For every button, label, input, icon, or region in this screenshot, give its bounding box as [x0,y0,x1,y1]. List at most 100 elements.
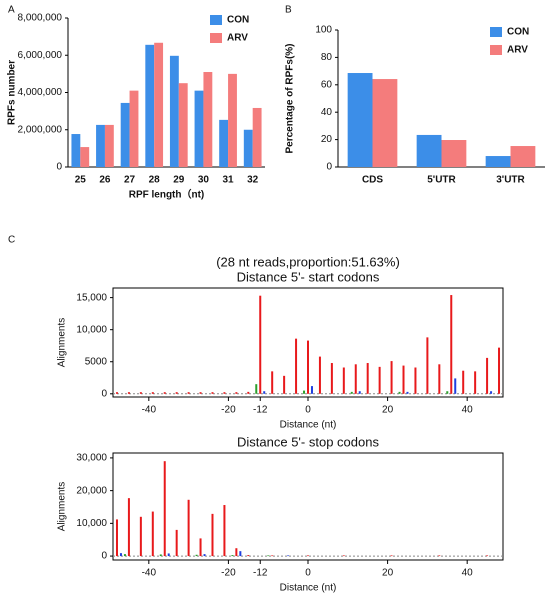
bar [228,73,237,167]
y-tick-label: 10,000 [76,518,107,529]
bar [231,555,234,557]
bar [235,548,238,557]
bar [267,555,270,557]
chart-title: Distance 5'- stop codons [237,434,379,449]
legend-swatch [210,33,222,43]
y-tick-label: 30,000 [76,453,107,464]
panel-label: B [285,5,292,16]
bar [378,366,381,394]
legend-label: ARV [227,33,248,44]
x-tick-label: 40 [462,405,474,416]
bar [358,391,361,394]
bar [123,554,126,557]
x-tick-label: -40 [142,568,157,579]
y-axis-label: Percentage of RPFs(%) [285,43,296,153]
x-tick-label: -12 [253,405,268,416]
bar [438,555,441,557]
bar [303,390,306,394]
bar [151,392,154,394]
y-tick-label: 2,000,000 [18,124,63,135]
x-tick-label: 5'UTR [427,175,456,186]
x-tick-label: -20 [221,405,236,416]
bar [287,555,290,557]
bar [139,516,142,557]
x-tick-label: 25 [75,175,87,186]
bar [498,347,501,394]
bar [159,554,162,557]
bar [145,44,155,167]
bar [199,538,202,557]
x-axis-label: Distance (nt) [280,583,337,594]
y-axis-label: RPFs number [7,60,18,125]
bar [115,392,118,394]
bar [80,147,90,167]
bar [119,553,122,557]
bar [247,391,250,394]
bar [426,337,429,394]
bar [195,554,198,557]
chart-title: Distance 5'- start codons [237,269,380,284]
bar [295,338,298,394]
bar [307,555,309,557]
legend-label: CON [507,27,529,38]
y-tick-label: 0 [101,551,107,562]
legend-swatch [210,15,222,25]
bar [390,361,393,394]
bar [390,555,393,557]
y-tick-label: 20 [321,134,333,145]
bar [239,551,242,557]
bar [406,391,409,394]
x-tick-label: 26 [99,175,111,186]
y-tick-label: 4,000,000 [18,87,63,98]
bar [178,83,188,167]
bar [310,386,313,394]
bar [342,555,345,557]
bar [199,392,202,394]
bar [307,340,309,394]
bar [263,391,266,394]
bar [474,371,477,394]
x-tick-label: 0 [305,568,311,579]
bar [330,363,333,394]
bar [151,511,154,557]
bar [175,529,178,557]
x-tick-label: 32 [247,175,259,186]
bar [402,365,405,394]
x-tick-label: 29 [173,175,185,186]
plot-frame [112,452,504,561]
bar [454,378,457,394]
y-tick-label: 0 [326,162,332,173]
y-tick-label: 40 [321,107,333,118]
bar [318,356,321,394]
legend-swatch [490,27,502,37]
y-tick-label: 5000 [85,356,108,367]
bar [154,42,164,167]
x-tick-label: 28 [149,175,161,186]
legend-label: ARV [507,45,528,56]
bar [490,391,493,394]
y-tick-label: 10,000 [76,324,107,335]
bar [71,134,81,167]
bar [194,90,204,167]
x-tick-label: -20 [221,568,236,579]
y-tick-label: 80 [321,52,333,63]
bar [115,519,118,557]
legend-label: CON [227,15,249,26]
panel-label: A [8,5,15,16]
x-tick-label: 30 [198,175,210,186]
x-tick-label: 0 [305,405,311,416]
y-axis-label: Alignments [57,318,68,367]
bar [187,499,190,557]
bar [243,129,253,167]
bar [446,391,449,394]
bar [255,384,258,394]
bar [129,90,139,167]
y-tick-label: 15,000 [76,292,107,303]
bar [203,554,206,557]
bar [342,367,345,394]
bar [414,367,417,394]
x-tick-label: -40 [142,405,157,416]
x-tick-label: 40 [462,568,474,579]
x-tick-label: 31 [223,175,235,186]
bar [416,134,442,167]
